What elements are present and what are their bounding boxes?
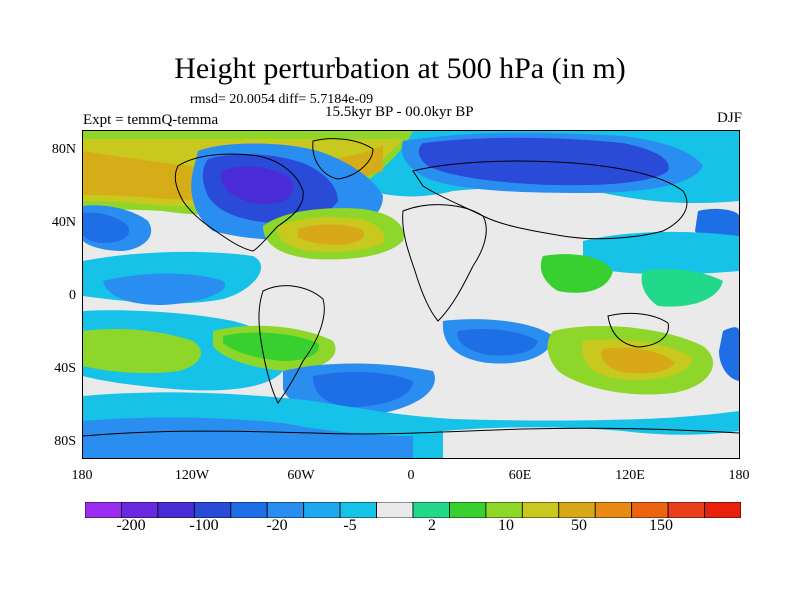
colorbar-cell bbox=[485, 502, 523, 518]
colorbar-cell bbox=[339, 502, 377, 518]
colorbar-label: 10 bbox=[498, 517, 514, 534]
anomaly-region bbox=[457, 329, 538, 356]
lat-tick-label: 40S bbox=[54, 361, 76, 376]
lat-tick-label: 80N bbox=[51, 142, 76, 157]
stats-line: rmsd= 20.0054 diff= 5.7184e-09 bbox=[190, 92, 374, 107]
anomaly-region bbox=[83, 212, 130, 243]
coastline bbox=[174, 153, 304, 252]
lon-tick-label: 60E bbox=[508, 468, 532, 483]
colorbar-cell bbox=[121, 502, 159, 518]
anomaly-region bbox=[641, 269, 723, 307]
colorbar-cell bbox=[303, 502, 341, 518]
colorbar-label: -200 bbox=[116, 517, 146, 534]
colorbar-cell bbox=[704, 502, 741, 518]
colorbar-cell bbox=[412, 502, 450, 518]
colorbar-label: 50 bbox=[571, 517, 587, 534]
anomaly-region bbox=[220, 166, 294, 204]
colorbar-label: -20 bbox=[266, 517, 288, 534]
coastline bbox=[412, 160, 688, 240]
colorbar-cell bbox=[449, 502, 487, 518]
coastline bbox=[258, 285, 325, 404]
map-panel bbox=[82, 130, 740, 459]
colorbar-cell bbox=[521, 502, 560, 518]
anomaly-region bbox=[540, 254, 613, 293]
period-line: 15.5kyr BP - 00.0kyr BP bbox=[325, 104, 474, 120]
lat-tick-label: 0 bbox=[69, 288, 76, 303]
anomaly-region bbox=[298, 224, 365, 245]
anomaly-region bbox=[719, 327, 739, 381]
anomaly-region bbox=[443, 427, 739, 458]
anomaly-region bbox=[103, 273, 225, 305]
colorbar-cell bbox=[594, 502, 633, 518]
anomaly-region bbox=[583, 231, 739, 275]
contour-map bbox=[83, 131, 739, 458]
colorbar-cell bbox=[266, 502, 305, 518]
lon-tick-label: 180 bbox=[71, 468, 93, 483]
colorbar bbox=[85, 502, 741, 518]
colorbar-label: -100 bbox=[189, 517, 219, 534]
season-label: DJF bbox=[716, 110, 742, 126]
experiment-line: Expt = temmQ-temma bbox=[83, 112, 219, 128]
lon-tick-label: 60W bbox=[287, 468, 315, 483]
colorbar-cell bbox=[85, 502, 122, 518]
coastline bbox=[607, 312, 669, 348]
anomaly-region bbox=[223, 332, 319, 361]
colorbar-cell bbox=[558, 502, 596, 518]
anomaly-region bbox=[313, 371, 413, 407]
lon-tick-label: 0 bbox=[407, 468, 415, 483]
colorbar-cell bbox=[157, 502, 195, 518]
coastline bbox=[312, 138, 374, 180]
lon-tick-label: 180 bbox=[728, 468, 750, 483]
lat-tick-label: 80S bbox=[54, 434, 76, 449]
anomaly-region bbox=[83, 329, 201, 374]
colorbar-cell bbox=[193, 502, 232, 518]
colorbar-label: -5 bbox=[343, 517, 357, 534]
anomaly-region bbox=[601, 347, 675, 374]
lon-tick-label: 120W bbox=[174, 468, 210, 483]
colorbar-label: 2 bbox=[428, 517, 436, 534]
lon-tick-label: 120E bbox=[615, 468, 645, 483]
colorbar-cell bbox=[667, 502, 705, 518]
colorbar-label: 150 bbox=[649, 517, 673, 534]
colorbar-cell bbox=[230, 502, 268, 518]
colorbar-cell bbox=[376, 502, 414, 518]
coastline bbox=[83, 427, 739, 437]
anomaly-region bbox=[83, 417, 413, 458]
lat-tick-label: 40N bbox=[51, 215, 76, 230]
map-title: Height perturbation at 500 hPa (in m) bbox=[174, 52, 626, 85]
colorbar-cell bbox=[631, 502, 669, 518]
